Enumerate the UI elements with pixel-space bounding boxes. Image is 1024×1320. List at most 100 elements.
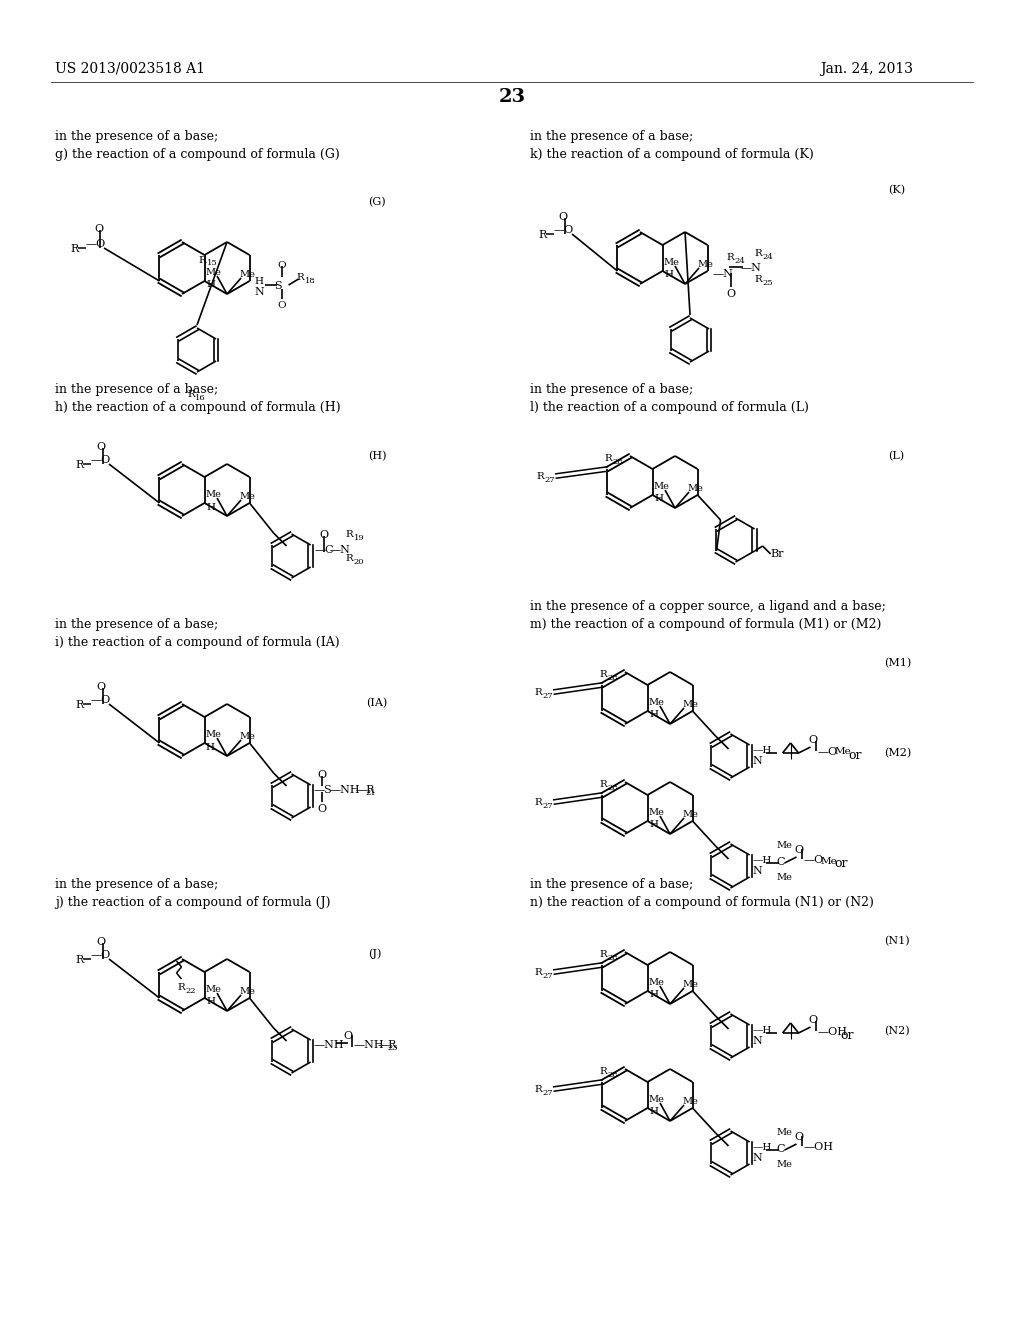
Text: (M1): (M1) [884, 657, 911, 668]
Text: R: R [534, 688, 542, 697]
Text: 24: 24 [763, 253, 773, 261]
Text: (IA): (IA) [366, 698, 387, 709]
Text: Me: Me [776, 1129, 793, 1137]
Text: in the presence of a base;: in the presence of a base; [55, 618, 218, 631]
Text: H: H [649, 1107, 658, 1115]
Text: in the presence of a copper source, a ligand and a base;: in the presence of a copper source, a li… [530, 601, 886, 612]
Text: Me: Me [239, 271, 255, 279]
Text: Me: Me [205, 490, 221, 499]
Text: R: R [727, 253, 734, 261]
Text: O: O [795, 845, 804, 855]
Text: Me: Me [239, 733, 255, 741]
Text: in the presence of a base;: in the presence of a base; [530, 129, 693, 143]
Text: Jan. 24, 2013: Jan. 24, 2013 [820, 62, 913, 77]
Text: H: H [255, 277, 263, 286]
Text: R: R [187, 389, 195, 399]
Text: in the presence of a base;: in the presence of a base; [530, 383, 693, 396]
Text: N: N [753, 1036, 762, 1045]
Text: R: R [70, 244, 78, 253]
Text: or: or [849, 748, 862, 762]
Text: R: R [75, 954, 83, 965]
Text: —O: —O [91, 455, 112, 465]
Text: Me: Me [648, 808, 664, 817]
Text: (L): (L) [888, 451, 904, 461]
Text: Me: Me [239, 987, 255, 997]
Text: in the presence of a base;: in the presence of a base; [55, 878, 218, 891]
Text: 24: 24 [734, 257, 745, 265]
Text: R: R [599, 950, 607, 960]
Text: —NH: —NH [313, 1040, 344, 1049]
Text: O: O [96, 937, 105, 946]
Text: —H: —H [753, 855, 772, 865]
Text: 27: 27 [544, 477, 555, 484]
Text: 27: 27 [542, 1089, 553, 1097]
Text: 28: 28 [607, 954, 617, 962]
Text: —OH: —OH [804, 1142, 834, 1152]
Text: —R: —R [378, 1040, 397, 1049]
Text: —R: —R [355, 785, 375, 795]
Text: R: R [177, 983, 184, 993]
Text: 27: 27 [542, 803, 553, 810]
Text: —C: —C [314, 545, 334, 554]
Text: C: C [776, 1144, 785, 1154]
Text: Br: Br [771, 549, 784, 558]
Text: R: R [297, 273, 304, 282]
Text: R: R [75, 459, 83, 470]
Text: —O: —O [86, 239, 106, 249]
Text: 15: 15 [207, 259, 217, 267]
Text: R: R [75, 700, 83, 710]
Text: R: R [199, 256, 206, 265]
Text: 28: 28 [612, 458, 623, 466]
Text: O: O [727, 289, 735, 300]
Text: —N: —N [713, 269, 733, 279]
Text: (H): (H) [368, 451, 386, 461]
Text: in the presence of a base;: in the presence of a base; [55, 129, 218, 143]
Text: R: R [599, 1067, 607, 1076]
Text: Me: Me [648, 698, 664, 708]
Text: O: O [317, 804, 327, 814]
Text: H: H [665, 271, 674, 279]
Text: l) the reaction of a compound of formula (L): l) the reaction of a compound of formula… [530, 401, 809, 414]
Text: in the presence of a base;: in the presence of a base; [55, 383, 218, 396]
Text: Me: Me [697, 260, 713, 269]
Text: 28: 28 [607, 675, 617, 682]
Text: 27: 27 [542, 972, 553, 979]
Text: (N2): (N2) [884, 1026, 909, 1036]
Text: O: O [319, 531, 329, 540]
Text: R: R [345, 554, 353, 564]
Text: —H: —H [753, 1026, 772, 1035]
Text: Me: Me [239, 492, 255, 502]
Text: O: O [278, 261, 286, 271]
Text: Me: Me [648, 1096, 664, 1104]
Text: Me: Me [653, 482, 669, 491]
Text: Me: Me [205, 985, 221, 994]
Text: —O: —O [91, 696, 112, 705]
Text: O: O [809, 1015, 818, 1026]
Text: O: O [343, 1031, 352, 1041]
Text: or: or [841, 1030, 854, 1041]
Text: O: O [558, 213, 567, 222]
Text: or: or [835, 857, 848, 870]
Text: Me: Me [682, 979, 698, 989]
Text: Me: Me [682, 1097, 698, 1106]
Text: —O: —O [817, 747, 838, 756]
Text: 25: 25 [763, 279, 773, 286]
Text: R: R [536, 473, 544, 480]
Text: Me: Me [820, 857, 838, 866]
Text: 19: 19 [353, 535, 365, 543]
Text: j) the reaction of a compound of formula (J): j) the reaction of a compound of formula… [55, 896, 331, 909]
Text: 28: 28 [607, 1071, 617, 1078]
Text: 18: 18 [304, 277, 315, 285]
Text: O: O [278, 301, 286, 310]
Text: n) the reaction of a compound of formula (N1) or (N2): n) the reaction of a compound of formula… [530, 896, 873, 909]
Text: in the presence of a base;: in the presence of a base; [530, 878, 693, 891]
Text: Me: Me [648, 978, 664, 987]
Text: H: H [649, 990, 658, 999]
Text: N: N [753, 1152, 762, 1163]
Text: m) the reaction of a compound of formula (M1) or (M2): m) the reaction of a compound of formula… [530, 618, 882, 631]
Text: —N: —N [740, 263, 762, 273]
Text: S: S [274, 281, 283, 290]
Text: —H: —H [753, 1143, 772, 1152]
Text: Me: Me [205, 730, 221, 739]
Text: 16: 16 [195, 393, 206, 403]
